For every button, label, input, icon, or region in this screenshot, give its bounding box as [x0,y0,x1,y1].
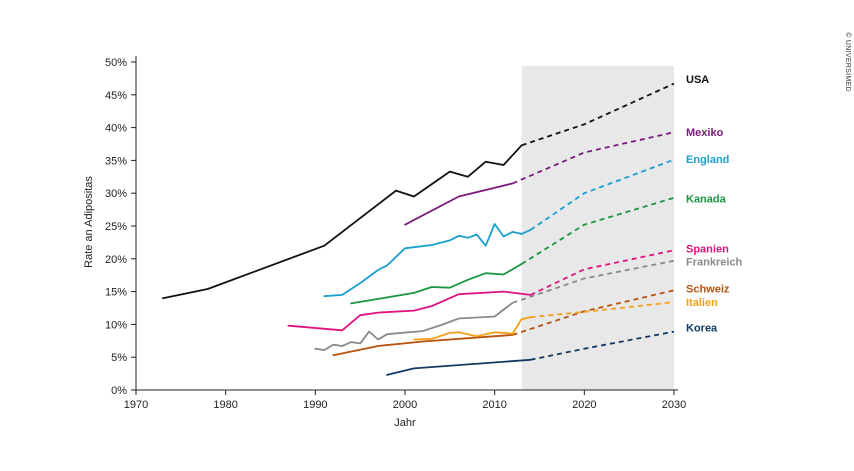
series-line-spanien [287,290,532,332]
series-label-italien: Italien [686,297,718,309]
projection-shading [521,66,674,390]
y-tick-label: 10% [105,319,127,331]
x-tick-label: 1970 [124,399,148,411]
projection-line-usa [521,82,675,147]
y-tick-label: 0% [111,385,127,397]
series-label-usa: USA [686,74,709,86]
y-tick-label: 5% [111,352,127,364]
x-tick-label: 1980 [213,399,237,411]
series-line-korea [386,358,532,376]
projection-line-italien [530,301,675,319]
projection-shading-group [521,66,674,390]
x-tick-label: 2030 [662,399,686,411]
series-label-spanien: Spanien [686,243,729,255]
projection-line-england [529,158,675,231]
y-tick-label: 35% [105,155,127,167]
credit-text: © UNIVERSIMED [844,32,852,92]
series-line-england [323,223,532,298]
x-tick-label: 2020 [572,399,596,411]
y-tick-label: 25% [105,221,127,233]
projection-line-frankreich [512,259,675,304]
series-label-schweiz: Schweiz [686,283,730,295]
series-line-schweiz [332,333,514,357]
y-tick-label: 30% [105,188,127,200]
x-tick-label: 1990 [303,399,327,411]
series-line-italien [413,316,532,341]
y-tick-label: 40% [105,123,127,135]
series-line-kanada [350,263,523,305]
projection-line-kanada [521,196,675,265]
y-tick-label: 15% [105,287,127,299]
y-tick-label: 20% [105,254,127,266]
series-group [161,82,675,376]
y-tick-label: 50% [105,57,127,69]
series-line-mexiko [404,182,514,226]
series-label-england: England [686,154,729,166]
axes-group: 0% 5% 10% 15% 20% 25% 30% 35% 40% 45% 50% 1970 1980 1… [105,56,686,411]
projection-line-spanien [530,249,675,296]
x-tick-label: 2000 [393,399,417,411]
series-label-frankreich: Frankreich [686,256,743,268]
x-axis-title: Jahr [394,417,416,429]
y-tick-label: 45% [105,90,127,102]
projection-line-korea [530,330,675,361]
y-axis-title: Rate an Adipositas [83,176,95,268]
series-line-usa [161,144,523,300]
series-label-mexiko: Mexiko [686,127,724,139]
projection-line-mexiko [512,131,675,185]
series-line-frankreich [314,301,514,351]
series-label-kanada: Kanada [686,193,727,205]
x-tick-label: 2010 [482,399,506,411]
series-label-korea: Korea [686,323,718,335]
